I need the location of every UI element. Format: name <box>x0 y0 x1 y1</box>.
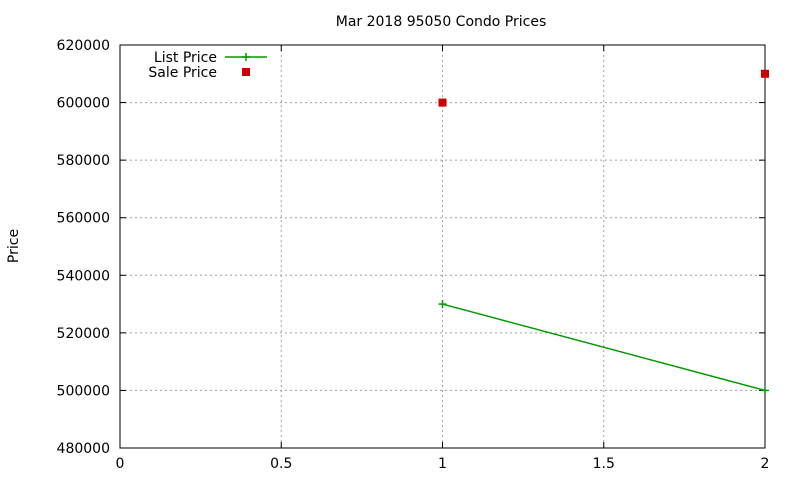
y-tick-label: 480000 <box>57 441 110 457</box>
y-tick-label: 580000 <box>57 153 110 169</box>
axis-ticks: 480000 500000 520000 540000 560000 580000 6000… <box>57 38 770 472</box>
sale-price-point <box>438 98 447 107</box>
y-tick-label: 520000 <box>57 326 110 342</box>
list-price-point <box>438 300 447 309</box>
y-axis-label: Price <box>6 229 22 263</box>
x-tick-label: 1 <box>438 456 447 472</box>
legend-label-sale-price: Sale Price <box>148 65 217 81</box>
x-tick-label: 1.5 <box>593 456 615 472</box>
chart-title: Mar 2018 95050 Condo Prices <box>336 14 547 30</box>
legend-marker-sale-price <box>242 68 250 76</box>
legend-label-list-price: List Price <box>154 50 217 66</box>
legend-marker-list-price <box>242 53 250 61</box>
grid <box>120 45 765 448</box>
y-tick-label: 560000 <box>57 211 110 227</box>
y-tick-label: 600000 <box>57 96 110 112</box>
y-tick-label: 620000 <box>57 38 110 54</box>
series-layer <box>438 69 769 395</box>
y-tick-label: 540000 <box>57 268 110 284</box>
sale-price-point <box>761 69 769 78</box>
x-tick-label: 2 <box>761 456 770 472</box>
y-tick-label: 500000 <box>57 383 110 399</box>
x-tick-label: 0 <box>116 456 125 472</box>
x-tick-label: 0.5 <box>270 456 292 472</box>
list-price-line <box>442 303 766 392</box>
list-price-point <box>761 386 769 395</box>
